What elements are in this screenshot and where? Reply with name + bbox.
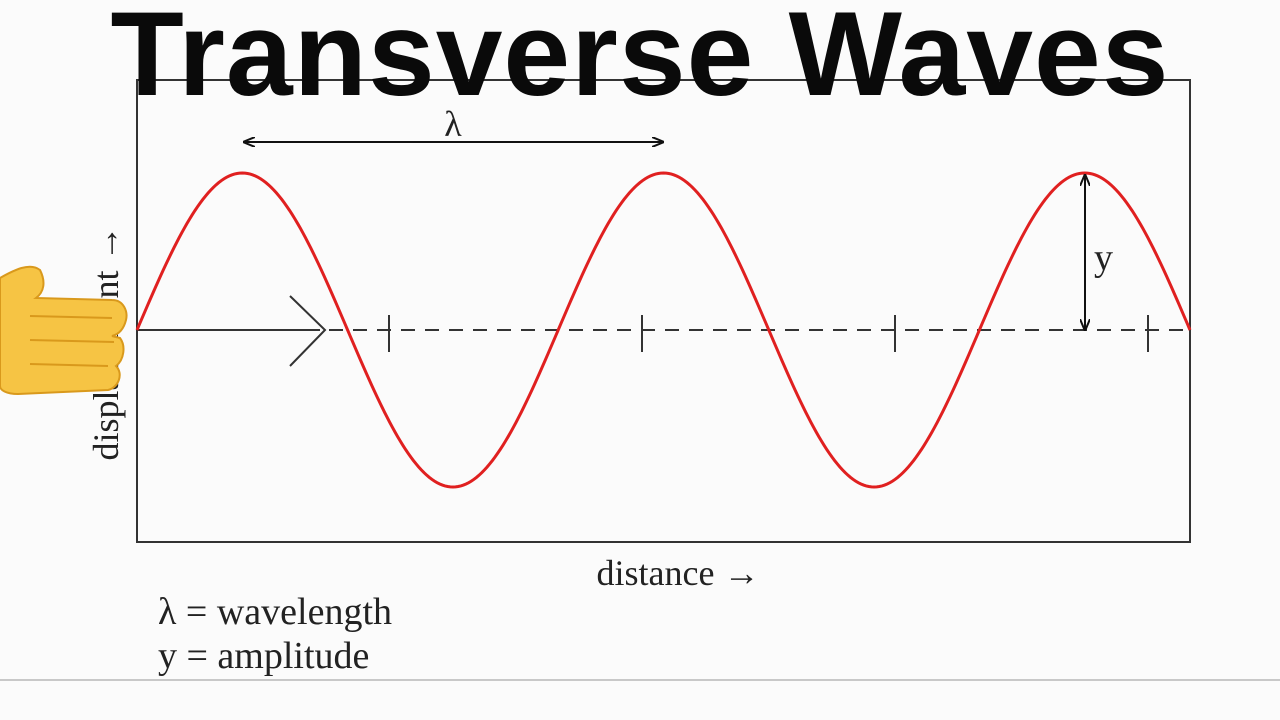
divider <box>0 679 1280 681</box>
amplitude-label: y <box>1094 237 1113 279</box>
wavelength-label: λ <box>444 104 462 144</box>
axis-ticks <box>388 315 1149 352</box>
pointing-hand-icon <box>0 265 128 396</box>
propagation-arrow <box>137 295 327 367</box>
legend-amplitude: y = amplitude <box>158 635 370 677</box>
page-title: Transverse Waves <box>110 0 1170 121</box>
legend: λ = wavelength y = amplitude <box>158 590 392 678</box>
sine-wave <box>135 171 1192 489</box>
legend-wavelength: λ = wavelength <box>158 591 393 633</box>
plot-frame <box>136 79 1191 543</box>
x-axis-label: distance → <box>597 553 760 593</box>
